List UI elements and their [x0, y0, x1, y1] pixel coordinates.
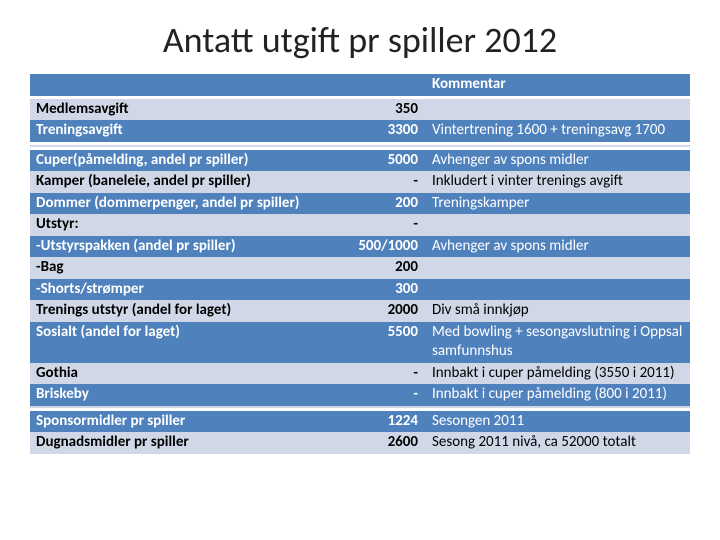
table-row: Sponsormidler pr spiller1224Sesongen 201… [30, 411, 690, 433]
row-comment: Kommentar [426, 74, 690, 96]
row-comment [426, 279, 690, 301]
row-label: Sponsormidler pr spiller [30, 411, 334, 433]
row-comment: Vintertrening 1600 + treningsavg 1700 [426, 120, 690, 142]
row-label: -Bag [30, 257, 334, 279]
row-comment [426, 99, 690, 121]
table-row: Briskeby-Innbakt i cuper påmelding (800 … [30, 384, 690, 406]
table-row: Sosialt (andel for laget)5500Med bowling… [30, 322, 690, 363]
row-label: -Utstyrspakken (andel pr spiller) [30, 236, 334, 258]
row-label: Cuper(påmelding, andel pr spiller) [30, 150, 334, 172]
row-comment: Med bowling + sesongavslutning i Oppsal … [426, 322, 690, 363]
row-value: 3300 [334, 120, 426, 142]
row-label: Kamper (baneleie, andel pr spiller) [30, 171, 334, 193]
table-row: Utstyr:- [30, 214, 690, 236]
table-row: -Bag200 [30, 257, 690, 279]
row-label: Utstyr: [30, 214, 334, 236]
table-row: Trenings utstyr (andel for laget)2000Div… [30, 300, 690, 322]
page-title: Antatt utgift pr spiller 2012 [30, 18, 690, 62]
row-value: 5500 [334, 322, 426, 363]
row-label: Trenings utstyr (andel for laget) [30, 300, 334, 322]
row-comment: Avhenger av spons midler [426, 236, 690, 258]
row-comment: Treningskamper [426, 193, 690, 215]
row-label: Gothia [30, 363, 334, 385]
row-label: Briskeby [30, 384, 334, 406]
row-comment: Avhenger av spons midler [426, 150, 690, 172]
row-value: 2600 [334, 432, 426, 454]
row-value: 2000 [334, 300, 426, 322]
row-comment: Div små innkjøp [426, 300, 690, 322]
table-row: Dommer (dommerpenger, andel pr spiller)2… [30, 193, 690, 215]
row-value: 350 [334, 99, 426, 121]
row-label: Sosialt (andel for laget) [30, 322, 334, 363]
table-row: Gothia-Innbakt i cuper påmelding (3550 i… [30, 363, 690, 385]
row-value: - [334, 384, 426, 406]
table-row: Treningsavgift3300Vintertrening 1600 + t… [30, 120, 690, 142]
table-row: -Utstyrspakken (andel pr spiller)500/100… [30, 236, 690, 258]
row-label: Dommer (dommerpenger, andel pr spiller) [30, 193, 334, 215]
table-row: Kommentar [30, 74, 690, 96]
row-label [30, 74, 334, 96]
row-value: - [334, 171, 426, 193]
row-value: 300 [334, 279, 426, 301]
row-value: 200 [334, 257, 426, 279]
row-comment [426, 257, 690, 279]
table-row: -Shorts/strømper300 [30, 279, 690, 301]
row-comment [426, 214, 690, 236]
row-label: Dugnadsmidler pr spiller [30, 432, 334, 454]
row-value: 5000 [334, 150, 426, 172]
row-label: Medlemsavgift [30, 99, 334, 121]
row-value [334, 74, 426, 96]
row-value: 200 [334, 193, 426, 215]
row-comment: Innbakt i cuper påmelding (800 i 2011) [426, 384, 690, 406]
row-comment: Inkludert i vinter trenings avgift [426, 171, 690, 193]
row-value: 500/1000 [334, 236, 426, 258]
row-label: Treningsavgift [30, 120, 334, 142]
cost-table: KommentarMedlemsavgift350Treningsavgift3… [30, 74, 690, 454]
row-value: - [334, 363, 426, 385]
row-comment: Sesongen 2011 [426, 411, 690, 433]
row-label: -Shorts/strømper [30, 279, 334, 301]
table-row: Kamper (baneleie, andel pr spiller)-Inkl… [30, 171, 690, 193]
row-comment: Sesong 2011 nivå, ca 52000 totalt [426, 432, 690, 454]
table-row: Cuper(påmelding, andel pr spiller)5000Av… [30, 150, 690, 172]
row-comment: Innbakt i cuper påmelding (3550 i 2011) [426, 363, 690, 385]
row-value: - [334, 214, 426, 236]
row-value: 1224 [334, 411, 426, 433]
table-row: Dugnadsmidler pr spiller2600Sesong 2011 … [30, 432, 690, 454]
table-row: Medlemsavgift350 [30, 99, 690, 121]
